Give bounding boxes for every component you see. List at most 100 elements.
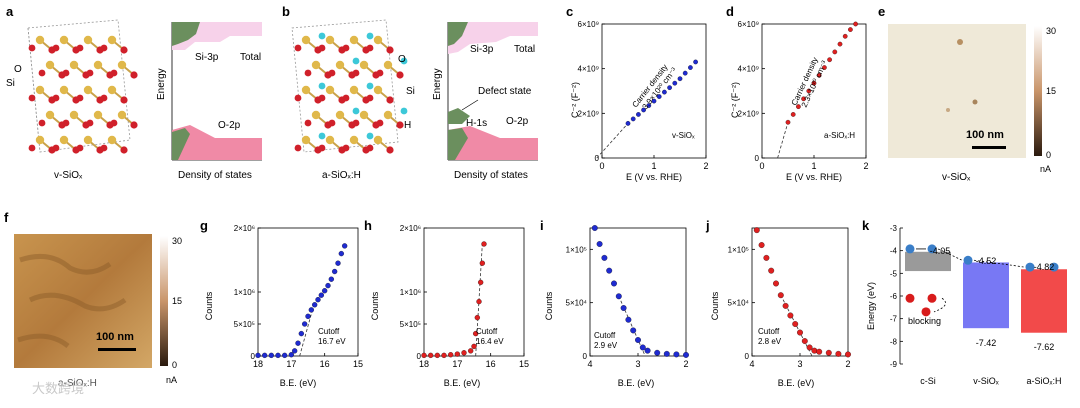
h-cutoff: Cutoff (476, 327, 498, 336)
y-tick-label: 6×10⁹ (578, 20, 599, 29)
scale-label-e: 100 nm (966, 129, 1004, 141)
j-xlabel: B.E. (eV) (778, 378, 815, 388)
y-tick-label: 2×10⁹ (738, 109, 759, 118)
data-point (777, 292, 784, 299)
y-tick-label: 0 (745, 352, 750, 361)
o-atom (62, 119, 70, 127)
o-atom (52, 94, 60, 102)
data-point (625, 121, 631, 126)
si-atom (383, 60, 393, 70)
data-point (474, 314, 480, 321)
c-legend: v-SiOₓ (672, 131, 695, 140)
o-atom (386, 146, 394, 154)
cb-e-top: 30 (1046, 26, 1056, 36)
x-tick-label: 4 (749, 359, 754, 369)
data-point (773, 280, 779, 287)
y-tick-label: -3 (890, 224, 898, 233)
o-atom (100, 44, 108, 52)
si-atom (107, 85, 117, 95)
panel-label-e: e (878, 4, 885, 19)
si-atom (117, 110, 127, 120)
watermark: 大数跨境 (32, 381, 84, 396)
si-atom (59, 35, 69, 45)
data-point (853, 21, 858, 27)
data-point (639, 344, 646, 351)
x-tick-label: 3 (797, 359, 802, 369)
dos-b-h1s: H-1s (466, 118, 487, 129)
x-tick-label: 15 (353, 359, 363, 369)
dos-si3p-area (172, 22, 200, 46)
j-cutoff: Cutoff (758, 327, 780, 336)
data-point (806, 344, 813, 351)
si-atom (325, 135, 335, 145)
k-x2: v-SiOₓ (973, 376, 999, 386)
data-point (832, 49, 838, 55)
o-atom (376, 69, 384, 77)
si-atom (301, 135, 311, 145)
si-atom (359, 60, 369, 70)
c-ylabel: C⁻² (F⁻²) (570, 82, 580, 118)
data-point (478, 279, 484, 286)
x-tick-label: 2 (683, 359, 688, 369)
o-atom (328, 69, 336, 77)
g-ylabel: Counts (204, 291, 214, 320)
si-atom (301, 85, 311, 95)
si-atom (301, 35, 311, 45)
o-atom (342, 144, 350, 152)
afm-texture (17, 253, 127, 349)
o-atom (100, 94, 108, 102)
o-atom (366, 44, 374, 52)
data-point (630, 327, 637, 334)
dos-b-ylabel: Energy (432, 68, 443, 100)
o-atom (366, 144, 374, 152)
o-atom (120, 96, 128, 104)
data-point (641, 107, 646, 113)
data-point (606, 267, 613, 274)
data-point (636, 112, 641, 117)
o-atom (376, 119, 384, 127)
x-tick-label: 17 (286, 359, 296, 369)
data-point (620, 305, 627, 311)
data-point (682, 70, 688, 76)
data-point (816, 348, 823, 355)
o-atom (52, 144, 60, 152)
data-point (292, 348, 298, 354)
atom-label-si-b: Si (406, 86, 415, 97)
si-atom (107, 35, 117, 45)
scale-bar-f (98, 348, 136, 351)
o-atom (328, 119, 336, 127)
data-point (785, 119, 791, 125)
dos-a-si3p: Si-3p (195, 52, 219, 63)
data-point (481, 241, 487, 247)
fit-line (299, 307, 314, 357)
cb-f-top: 30 (172, 236, 182, 246)
si-atom (373, 85, 383, 95)
panel-label-i: i (540, 218, 544, 233)
dos-b-h1s-area (448, 128, 468, 160)
y-tick-label: -5 (890, 269, 898, 278)
panel-label-d: d (726, 4, 734, 19)
cb-e-mid: 15 (1046, 86, 1056, 96)
scale-bar-e (972, 146, 1006, 149)
plot-j: 4 3 2 0 5×10⁴ 1×10⁵ (728, 227, 851, 369)
data-point (288, 352, 294, 358)
y-tick-label: 0 (417, 352, 422, 361)
band-asioxh (1021, 269, 1067, 333)
o-atom (76, 44, 84, 52)
data-point (275, 352, 281, 359)
data-point (630, 116, 636, 122)
o-atom (86, 119, 94, 127)
h-atom (318, 32, 326, 40)
data-point (651, 98, 657, 104)
k-ylabel: Energy (eV) (866, 282, 876, 330)
data-point (448, 352, 454, 358)
data-point (611, 280, 617, 287)
dos-o2p-area (172, 125, 262, 160)
data-point (822, 65, 827, 70)
o-atom (318, 144, 326, 152)
si-atom (373, 135, 383, 145)
panel-label-b: b (282, 4, 290, 19)
y-tick-label: 5×10⁵ (234, 320, 255, 329)
data-point (421, 352, 427, 359)
